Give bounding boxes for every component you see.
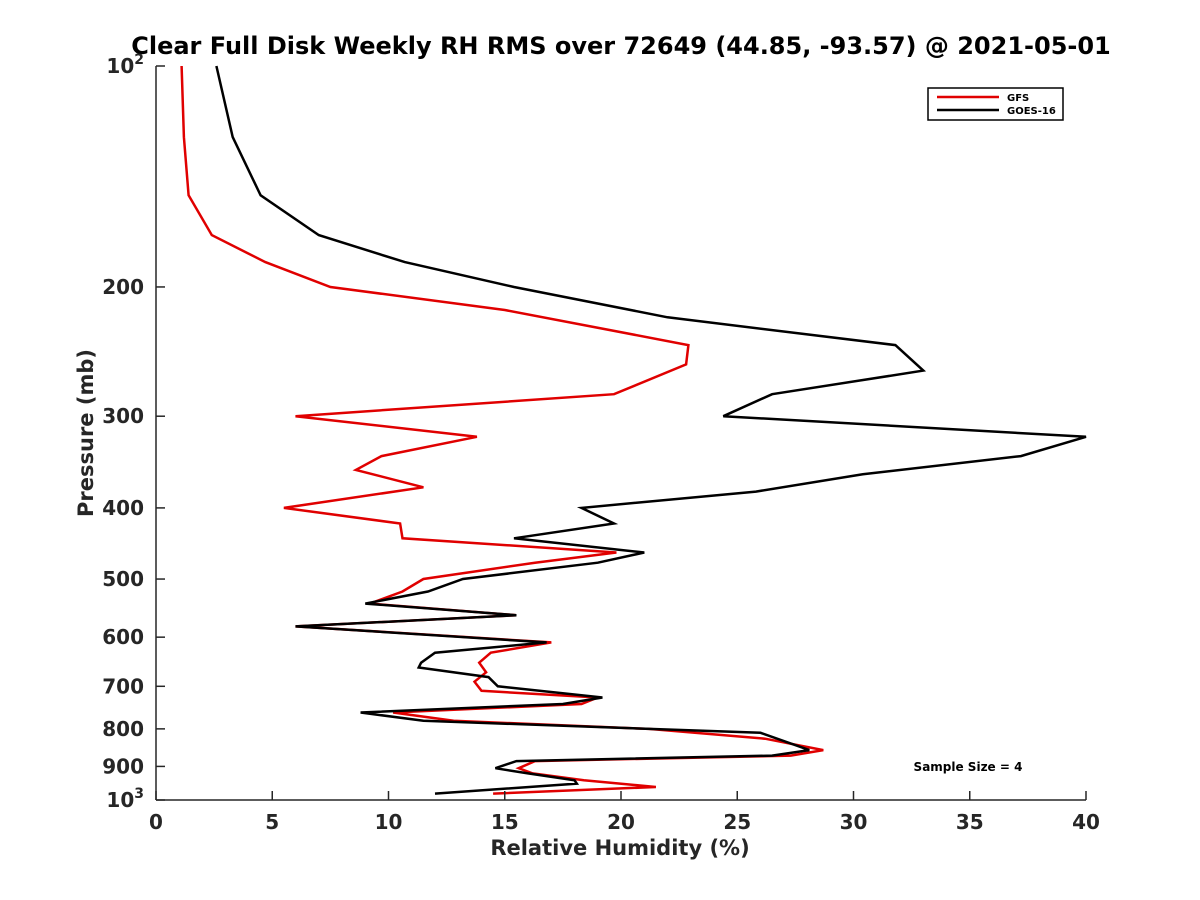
x-axis-label: Relative Humidity (%) bbox=[490, 836, 749, 860]
y-tick-label: 400 bbox=[102, 496, 144, 520]
x-tick-label: 25 bbox=[723, 810, 751, 834]
y-axis-ticks: 102 200 300 400 500 600 700 800 900 103 bbox=[102, 52, 165, 812]
x-axis-ticks: 0 5 10 15 20 25 30 35 40 bbox=[149, 791, 1100, 834]
x-tick-label: 10 bbox=[375, 810, 403, 834]
y-tick-label: 103 bbox=[106, 786, 144, 812]
x-tick-label: 30 bbox=[840, 810, 868, 834]
y-tick-label: 102 bbox=[106, 52, 144, 78]
y-tick-label: 500 bbox=[102, 567, 144, 591]
x-tick-label: 20 bbox=[607, 810, 635, 834]
x-tick-label: 0 bbox=[149, 810, 163, 834]
y-tick-label: 700 bbox=[102, 674, 144, 698]
sample-size-annotation: Sample Size = 4 bbox=[914, 760, 1023, 774]
series-layer bbox=[180, 65, 1087, 795]
y-tick-label: 200 bbox=[102, 275, 144, 299]
x-tick-label: 40 bbox=[1072, 810, 1100, 834]
y-tick-label: 600 bbox=[102, 625, 144, 649]
y-tick-label: 800 bbox=[102, 717, 144, 741]
legend-label-goes16: GOES-16 bbox=[1007, 106, 1056, 117]
x-tick-label: 5 bbox=[265, 810, 279, 834]
chart-title: Clear Full Disk Weekly RH RMS over 72649… bbox=[131, 32, 1111, 60]
legend-box bbox=[927, 87, 1064, 121]
x-tick-label: 35 bbox=[956, 810, 984, 834]
y-tick-label: 300 bbox=[102, 404, 144, 428]
x-tick-label: 15 bbox=[491, 810, 519, 834]
legend: GFS GOES-16 bbox=[927, 87, 1064, 121]
y-axis-label: Pressure (mb) bbox=[74, 349, 98, 517]
series-line-goes-16 bbox=[215, 65, 1087, 795]
y-tick-label: 900 bbox=[102, 754, 144, 778]
legend-label-gfs: GFS bbox=[1007, 93, 1029, 104]
